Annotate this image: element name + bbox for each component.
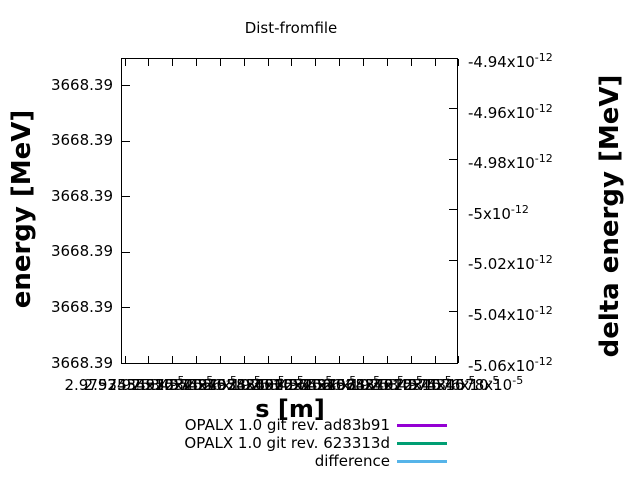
tick-mark <box>196 59 198 66</box>
tick-mark <box>363 59 364 66</box>
tick-mark <box>449 259 457 261</box>
y-axis-label-left: energy [MeV] <box>7 109 37 309</box>
y-left-tick-label: 3668.39 <box>50 297 113 316</box>
y-axis-label-right: delta energy [MeV] <box>595 74 625 358</box>
tick-mark <box>122 196 130 198</box>
tick-mark <box>172 59 174 66</box>
tick-mark <box>291 59 293 66</box>
y-left-tick-label: 3668.39 <box>50 186 113 205</box>
x-tick-label: 2.97534566x10-5 <box>250 374 381 394</box>
x-tick-label: 2.97534568x10-5 <box>274 374 404 394</box>
tick-mark <box>122 251 130 253</box>
tick-mark <box>458 59 460 66</box>
tick-mark <box>386 59 388 66</box>
x-tick-label: 2.97534576x10-5 <box>369 374 500 394</box>
y-right-tick-label: -5.04x10-12 <box>468 304 553 324</box>
x-tick-label: 2.9753456x10-5 <box>183 374 304 394</box>
legend-entry-label: difference <box>314 452 390 470</box>
legend-line-swatch <box>397 460 447 463</box>
tick-mark <box>339 59 341 66</box>
x-tick-label: 2.9753457x10-5 <box>302 374 424 394</box>
y-right-tick-label: -4.96x10-12 <box>468 101 553 122</box>
y-right-tick-label: -5.02x10-12 <box>468 253 553 274</box>
y-left-tick-label: 3668.39 <box>50 242 113 261</box>
tick-mark <box>363 356 364 363</box>
y-right-tick-label: -5x10-12 <box>468 202 529 223</box>
x-tick-label: 2.97534552x10-5 <box>83 374 214 394</box>
tick-mark <box>291 356 293 363</box>
legend-entry-label: OPALX 1.0 git rev. 623313d <box>184 434 390 452</box>
x-tick-label: 2.97534572x10-5 <box>322 374 452 394</box>
x-tick-label: 2.97534556x10-5 <box>131 374 261 394</box>
tick-mark <box>434 356 436 363</box>
tick-mark <box>267 59 269 66</box>
tick-mark <box>449 310 457 312</box>
tick-mark <box>243 59 245 66</box>
tick-mark <box>196 356 198 363</box>
chart-title: Dist-fromfile <box>244 19 338 37</box>
x-tick-label: 2.97534558x10-5 <box>155 374 285 394</box>
tick-mark <box>124 356 126 363</box>
tick-mark <box>148 59 150 66</box>
tick-mark <box>449 209 457 211</box>
tick-mark <box>122 140 130 142</box>
x-axis-label: s [m] <box>255 395 325 423</box>
legend-line-swatch <box>397 442 447 445</box>
tick-mark <box>315 356 317 363</box>
x-tick-label: 2.97534564x10-5 <box>226 374 357 394</box>
y-right-tick-label: -5.06x10-12 <box>468 354 553 375</box>
y-right-tick-label: -4.94x10-12 <box>468 51 553 71</box>
tick-mark <box>458 356 460 363</box>
tick-mark <box>386 356 388 363</box>
tick-mark <box>315 59 317 66</box>
x-tick-label: 2.97534554x10-5 <box>107 374 237 394</box>
tick-mark <box>410 59 412 66</box>
tick-mark <box>122 307 130 309</box>
tick-mark <box>219 356 221 363</box>
tick-mark <box>449 158 457 160</box>
y-right-tick-label: -4.98x10-12 <box>468 152 553 173</box>
x-tick-label: 2.9753455x10-5 <box>64 374 185 394</box>
legend-line-swatch <box>397 424 447 427</box>
tick-mark <box>122 85 130 86</box>
tick-mark <box>449 108 457 110</box>
tick-mark <box>434 59 436 66</box>
tick-mark <box>124 59 126 66</box>
tick-mark <box>410 356 412 363</box>
x-tick-label: 2.97534574x10-5 <box>345 374 476 394</box>
tick-mark <box>219 59 221 66</box>
y-left-tick-label: 3668.39 <box>50 75 113 94</box>
tick-mark <box>267 356 269 363</box>
tick-mark <box>148 356 150 363</box>
tick-mark <box>339 356 341 363</box>
legend-entry-label: OPALX 1.0 git rev. ad83b91 <box>184 416 390 434</box>
x-tick-label: 2.97534562x10-5 <box>202 374 333 394</box>
plot-area <box>121 58 460 364</box>
y-left-tick-label: 3668.39 <box>50 131 113 150</box>
x-tick-label: 2.97534578x10-5 <box>393 374 524 394</box>
y-left-tick-label: 3668.39 <box>50 353 113 372</box>
tick-mark <box>172 356 174 363</box>
tick-mark <box>243 356 245 363</box>
